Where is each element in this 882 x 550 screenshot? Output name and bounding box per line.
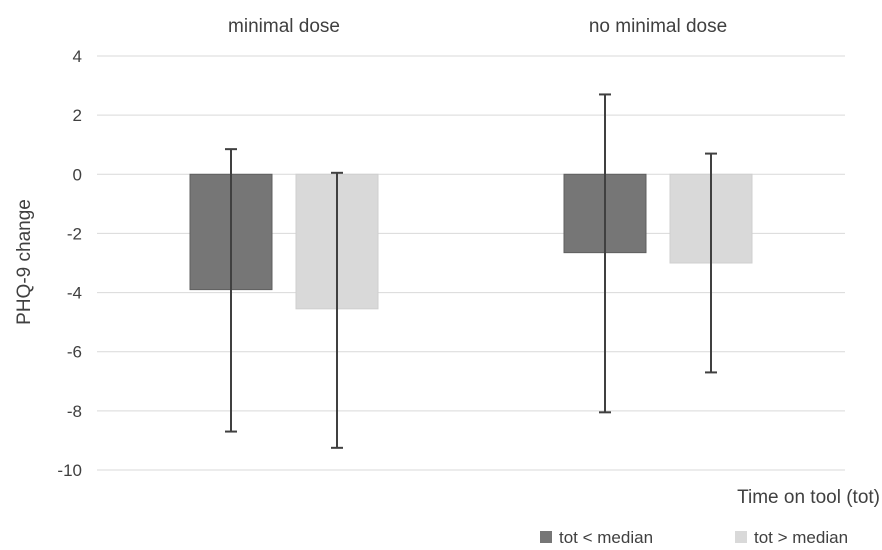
legend: tot < median tot > median xyxy=(540,528,848,547)
legend-swatch xyxy=(735,531,747,543)
y-tick-label: -4 xyxy=(67,284,82,303)
legend-label: tot > median xyxy=(754,528,848,547)
x-axis-label: Time on tool (tot) xyxy=(737,487,880,508)
y-axis-label: PHQ-9 change xyxy=(14,199,35,325)
y-tick-label: -2 xyxy=(67,224,82,243)
category-label: no minimal dose xyxy=(589,16,727,37)
bars xyxy=(189,173,753,310)
y-tick-label: 2 xyxy=(73,106,82,125)
category-label: minimal dose xyxy=(228,16,340,37)
y-tick-labels: 4 2 0 -2 -4 -6 -8 -10 xyxy=(57,47,82,480)
y-tick-label: 4 xyxy=(73,47,82,66)
legend-swatch xyxy=(540,531,552,543)
y-tick-label: -6 xyxy=(67,343,82,362)
error-bars xyxy=(225,93,717,449)
legend-label: tot < median xyxy=(559,528,653,547)
category-labels: minimal dose no minimal dose xyxy=(228,16,727,37)
y-tick-label: 0 xyxy=(73,165,82,184)
y-tick-label: -10 xyxy=(57,461,82,480)
y-tick-label: -8 xyxy=(67,402,82,421)
